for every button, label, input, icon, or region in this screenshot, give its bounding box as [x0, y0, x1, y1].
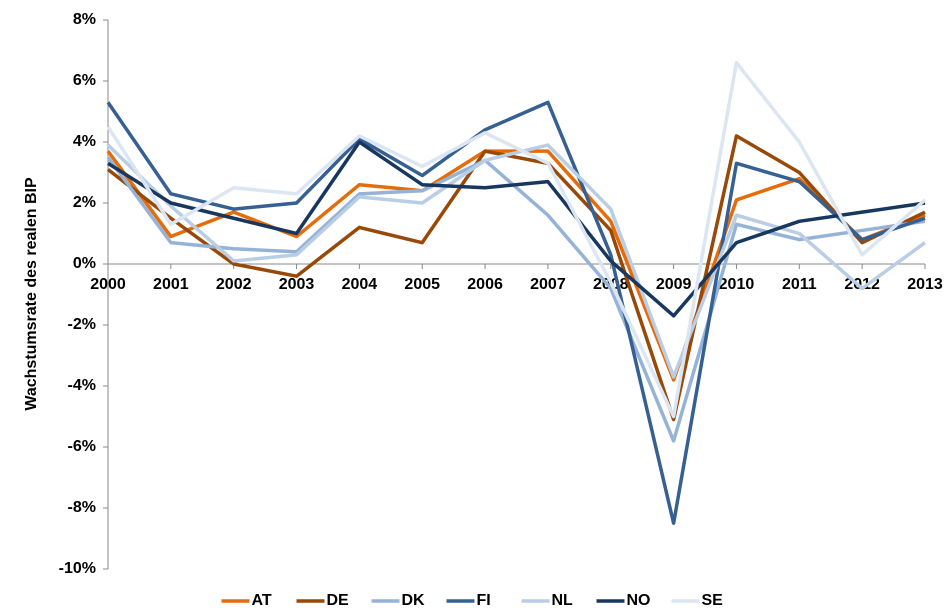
y-tick-label: 0% [73, 255, 96, 272]
y-tick-label: 8% [73, 11, 96, 28]
y-tick-label: 6% [73, 72, 96, 89]
x-tick-label: 2009 [656, 276, 692, 293]
y-tick-label: -6% [68, 438, 96, 455]
series-line [106, 156, 926, 443]
series-line [106, 60, 927, 419]
y-tick-label: -2% [68, 316, 96, 333]
x-tick-label: 2001 [153, 276, 189, 293]
x-tick-label: 2013 [907, 276, 943, 293]
x-tick-label: 2006 [467, 276, 503, 293]
y-tick-label: -10% [59, 560, 96, 577]
legend-label: DE [327, 592, 350, 609]
legend-label: NO [627, 592, 651, 609]
series-line [106, 143, 927, 379]
x-tick-label: 2007 [530, 276, 566, 293]
x-tick-label: 2003 [279, 276, 315, 293]
series-line [106, 134, 926, 422]
x-tick-label: 2002 [216, 276, 252, 293]
series-line [106, 100, 926, 525]
y-tick-label: -4% [68, 377, 96, 394]
legend-label: SE [702, 592, 724, 609]
legend-label: DK [402, 592, 426, 609]
x-tick-label: 2004 [342, 276, 378, 293]
legend-label: FI [477, 592, 491, 609]
y-axis-title: Wachstumsrate des realen BIP [23, 177, 40, 411]
x-tick-label: 2011 [782, 276, 817, 293]
y-tick-label: 4% [73, 133, 96, 150]
legend-label: NL [552, 592, 574, 609]
y-tick-label: 2% [73, 194, 96, 211]
x-tick-label: 2005 [404, 276, 440, 293]
legend-label: AT [252, 592, 272, 609]
x-tick-label: 2010 [719, 276, 755, 293]
x-tick-label: 2000 [90, 276, 126, 293]
y-tick-label: -8% [68, 499, 96, 516]
series-line [107, 140, 926, 318]
